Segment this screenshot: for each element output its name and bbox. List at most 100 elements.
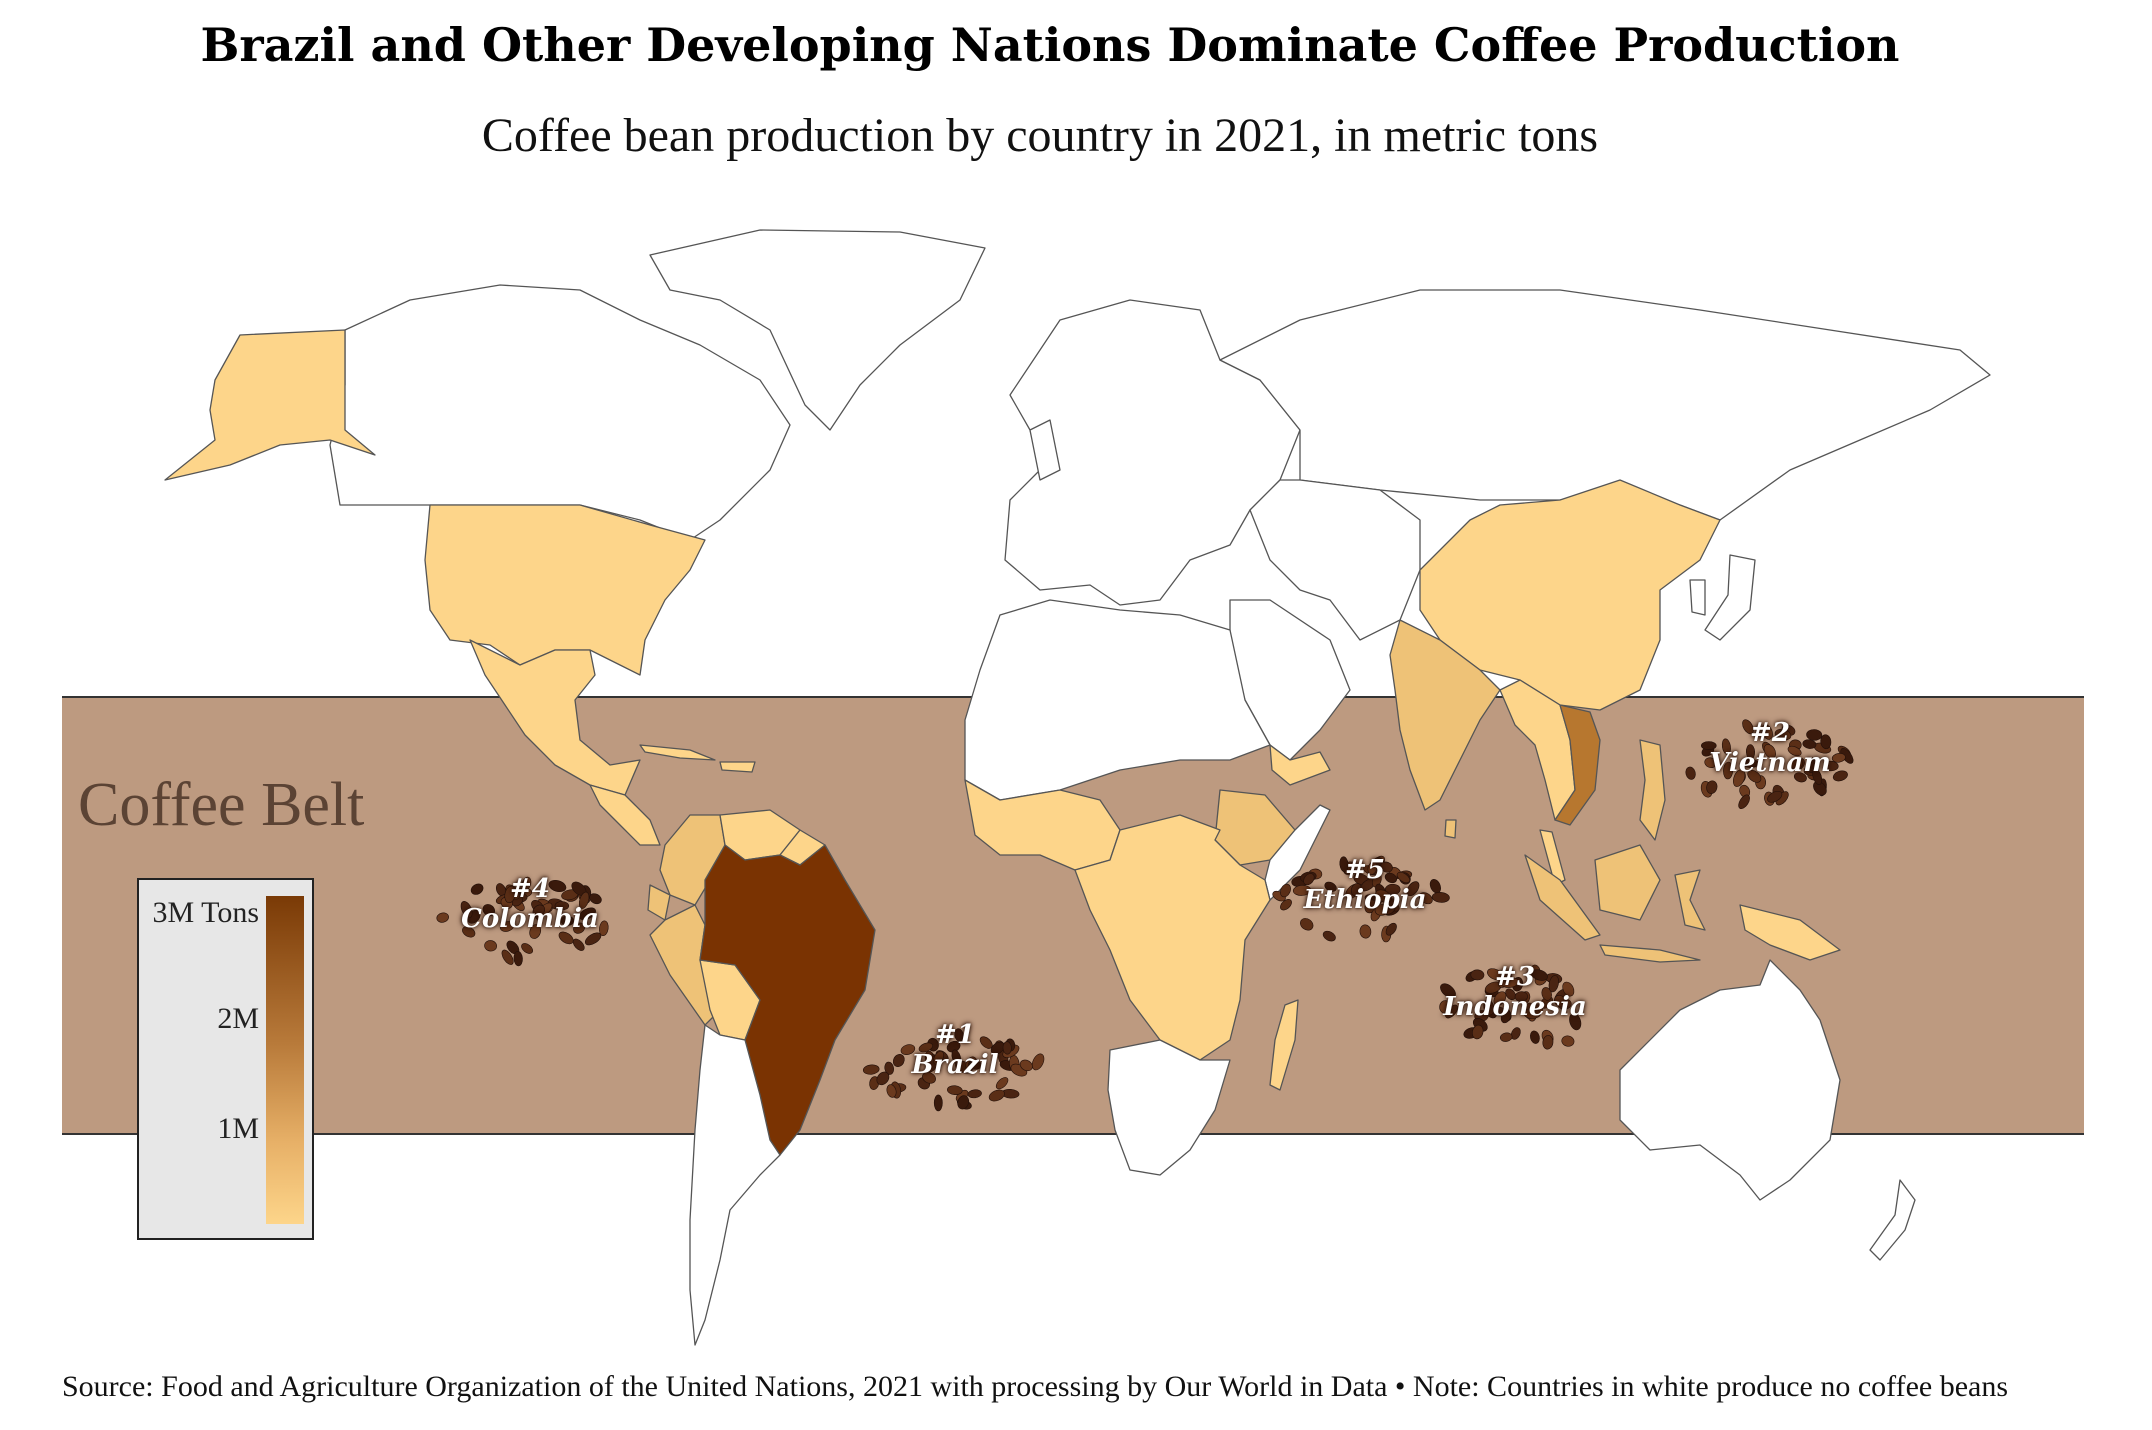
coffee-bean [1380, 861, 1393, 873]
coffee-bean [1701, 741, 1717, 750]
producer-label-vietnam: #2 Vietnam [1685, 718, 1855, 778]
legend-max-label: 3M Tons [152, 896, 259, 929]
coffee-bean [1761, 724, 1773, 740]
southern-africa [1107, 1039, 1231, 1176]
producer-label-indonesia: #3 Indonesia [1410, 962, 1620, 1022]
coffee-bean [1531, 969, 1548, 981]
coffee-bean [1831, 753, 1846, 763]
coffee-bean [462, 926, 476, 938]
coffee-bean [967, 1089, 982, 1099]
producer-label-ethiopia: #5 Ethiopia [1275, 855, 1455, 915]
coffee-bean [1832, 770, 1848, 782]
coffee-bean [1280, 899, 1292, 911]
coffee-bean [1483, 999, 1495, 1016]
rank-number: #1 [935, 1020, 975, 1050]
coffee-bean [1002, 1041, 1012, 1055]
coffee-bean [1774, 728, 1792, 741]
coffee-bean [1500, 977, 1519, 988]
country-name: Vietnam [1709, 748, 1831, 778]
coffee-bean [1385, 922, 1397, 936]
coffee-bean [1706, 780, 1718, 794]
coffee-bean [1820, 734, 1832, 750]
coffee-bean [1510, 1027, 1521, 1040]
north-africa [964, 599, 1271, 801]
source-note: Source: Food and Agriculture Organizatio… [62, 1370, 2009, 1403]
coffee-bean [1523, 1008, 1541, 1019]
japan [1704, 554, 1756, 641]
chile-argentina [689, 1024, 781, 1346]
coffee-bean [1339, 856, 1349, 872]
coffee-bean [1419, 892, 1433, 905]
coffee-bean [1823, 760, 1839, 772]
legend-gradient-bar [266, 896, 304, 1224]
coffee-bean [599, 920, 609, 937]
coffee-bean [1431, 892, 1450, 903]
coffee-bean [529, 924, 542, 939]
coffee-bean [957, 1095, 970, 1110]
coffee-bean [1472, 1024, 1484, 1040]
new-zealand [1869, 1179, 1916, 1261]
philippines [1639, 739, 1666, 841]
bean-pile-vietnam [1685, 719, 1854, 810]
coffee-bean [573, 922, 586, 934]
coffee-bean [1738, 794, 1750, 810]
malaysia [1539, 829, 1566, 886]
coffee-bean [578, 907, 596, 921]
sulawesi [1674, 869, 1706, 931]
coffee-bean [1802, 739, 1817, 749]
yemen [1269, 744, 1331, 786]
coffee-bean-clusters [436, 719, 1854, 1112]
coffee-bean [1562, 981, 1575, 997]
vietnam [1554, 704, 1601, 826]
coffee-bean [1529, 1030, 1540, 1044]
legend-low-label: 1M [217, 1112, 259, 1145]
central-asia [1249, 479, 1421, 641]
coffee-bean [589, 893, 602, 905]
coffee-bean [995, 1077, 1009, 1090]
coffee-bean [1500, 1010, 1512, 1024]
coffee-bean [1493, 991, 1507, 1006]
coffee-bean [933, 1094, 943, 1112]
coffee-bean [484, 940, 497, 952]
coffee-bean [1554, 994, 1566, 1008]
coffee-bean [1396, 871, 1411, 884]
coffee-bean [1303, 873, 1315, 886]
coffee-bean [1685, 766, 1696, 780]
coffee-bean [918, 1042, 933, 1053]
coffee-bean [1487, 968, 1504, 981]
rank-number: #5 [1345, 855, 1385, 885]
coffee-bean [988, 1089, 1005, 1102]
coffee-bean [1569, 1013, 1582, 1031]
coffee-bean [1542, 1035, 1554, 1050]
coffee-bean [521, 943, 534, 954]
coffee-bean [1300, 918, 1314, 931]
new-guinea [1739, 904, 1841, 961]
coffee-bean [1031, 1053, 1045, 1071]
coffee-bean [460, 901, 473, 918]
coffee-bean [1445, 1004, 1459, 1019]
coffee-bean [1812, 768, 1823, 785]
country-name: Colombia [461, 904, 599, 934]
australia [1619, 959, 1841, 1201]
coffee-bean [1384, 872, 1398, 884]
central-africa [1074, 814, 1271, 1061]
coffee-bean [1470, 969, 1485, 981]
coffee-bean [900, 1044, 916, 1055]
rank-number: #4 [510, 874, 550, 904]
coffee-bean [1280, 883, 1291, 898]
central-america [589, 784, 661, 846]
coffee-bean [1514, 991, 1528, 1002]
coffee-bean [504, 885, 516, 904]
country-name: Indonesia [1443, 992, 1587, 1022]
india [1389, 619, 1501, 811]
coffee-bean [560, 915, 575, 926]
canada [329, 284, 791, 541]
usa [424, 504, 706, 676]
coffee-bean [499, 921, 515, 932]
bean-pile-colombia [436, 876, 609, 967]
hispaniola [719, 761, 756, 773]
coffee-bean [513, 951, 523, 967]
color-legend: 3M Tons 2M 1M [137, 878, 314, 1240]
coffee-bean [1375, 889, 1392, 903]
